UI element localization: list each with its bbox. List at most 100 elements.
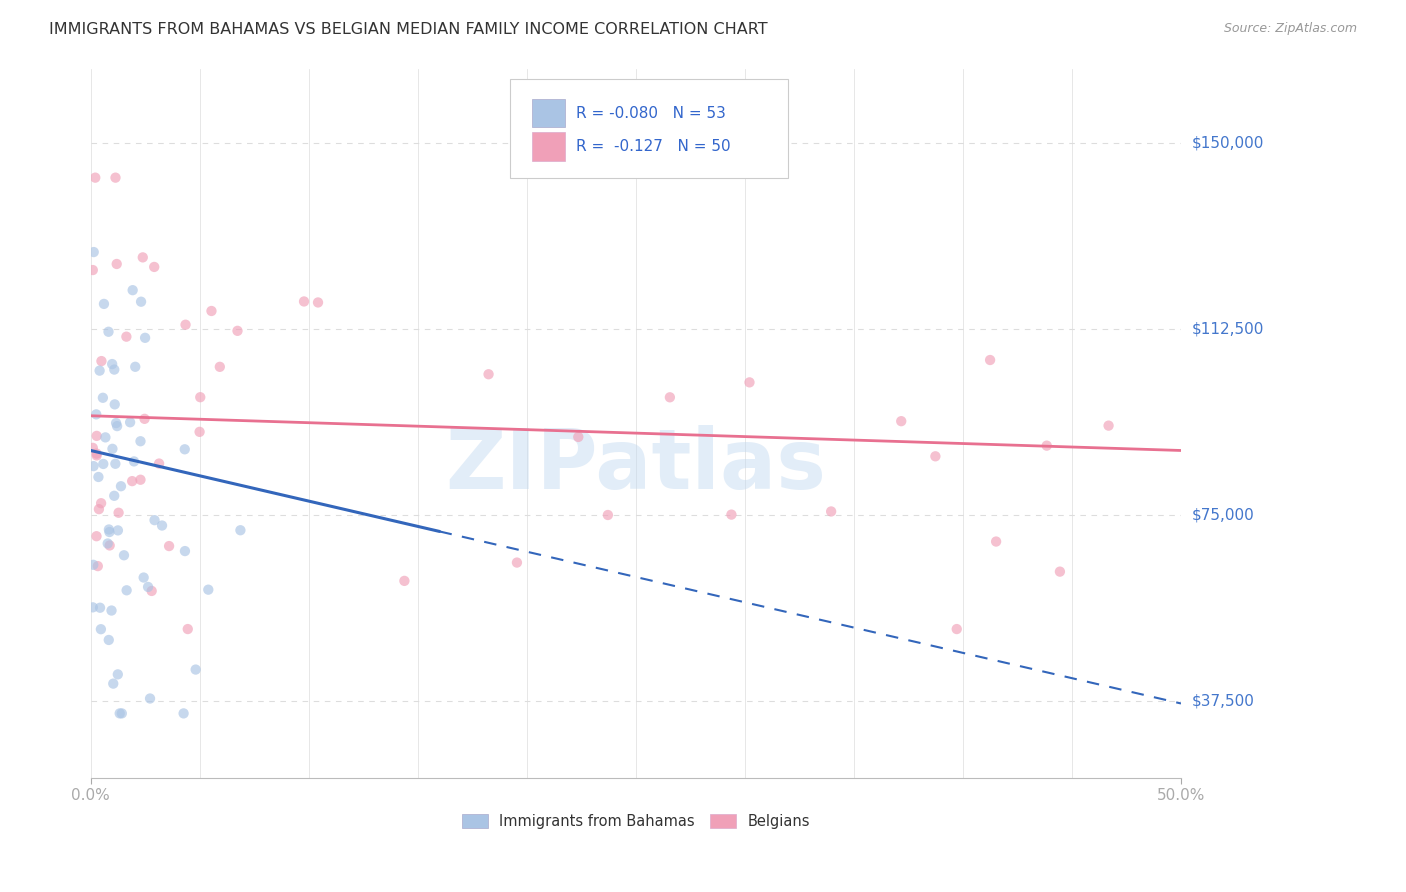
Point xyxy=(129,294,152,309)
Point xyxy=(1049,565,1071,579)
Point xyxy=(82,441,104,455)
Point xyxy=(86,429,108,443)
Point xyxy=(86,529,108,543)
Point xyxy=(89,364,111,378)
Point xyxy=(184,663,207,677)
Point xyxy=(226,324,249,338)
Point xyxy=(129,473,152,487)
Point xyxy=(90,496,112,510)
Point xyxy=(307,295,329,310)
Point xyxy=(100,603,122,617)
Point xyxy=(979,353,1001,368)
Text: $37,500: $37,500 xyxy=(1192,693,1256,708)
Point xyxy=(97,632,120,647)
Point xyxy=(924,450,946,464)
Point xyxy=(174,544,197,558)
Point xyxy=(87,470,110,484)
Point xyxy=(134,331,156,345)
Point xyxy=(103,676,125,690)
Point xyxy=(134,412,156,426)
Point xyxy=(129,434,152,449)
Point xyxy=(506,556,529,570)
Y-axis label: Median Family Income: Median Family Income xyxy=(0,345,7,500)
Point xyxy=(107,524,129,538)
Text: IMMIGRANTS FROM BAHAMAS VS BELGIAN MEDIAN FAMILY INCOME CORRELATION CHART: IMMIGRANTS FROM BAHAMAS VS BELGIAN MEDIA… xyxy=(49,22,768,37)
Point xyxy=(94,430,117,444)
Point xyxy=(229,523,252,537)
Point xyxy=(141,584,163,599)
Point xyxy=(197,582,219,597)
Point xyxy=(105,257,128,271)
Text: $112,500: $112,500 xyxy=(1192,321,1264,336)
Point xyxy=(136,580,159,594)
Text: $150,000: $150,000 xyxy=(1192,136,1264,151)
Point xyxy=(188,425,211,439)
Point xyxy=(720,508,742,522)
Legend: Immigrants from Bahamas, Belgians: Immigrants from Bahamas, Belgians xyxy=(456,808,815,834)
Point xyxy=(567,430,589,444)
Point xyxy=(1097,418,1119,433)
Point xyxy=(157,539,180,553)
Point xyxy=(143,513,166,527)
Point xyxy=(107,506,129,520)
Point xyxy=(87,502,110,516)
Point xyxy=(82,263,104,277)
Point xyxy=(121,283,143,297)
Point xyxy=(107,667,129,681)
FancyBboxPatch shape xyxy=(510,79,789,178)
Point xyxy=(84,408,107,422)
Point xyxy=(738,376,761,390)
Point xyxy=(173,442,195,457)
Point xyxy=(984,534,1007,549)
Point xyxy=(108,706,131,721)
Point xyxy=(124,359,146,374)
Point xyxy=(82,558,104,572)
Point xyxy=(122,454,145,468)
Point xyxy=(86,447,108,461)
FancyBboxPatch shape xyxy=(533,132,565,161)
Point xyxy=(84,170,107,185)
Text: R =  -0.127   N = 50: R = -0.127 N = 50 xyxy=(576,139,731,154)
Text: Source: ZipAtlas.com: Source: ZipAtlas.com xyxy=(1223,22,1357,36)
Point xyxy=(98,538,121,552)
Point xyxy=(87,559,110,574)
Point xyxy=(477,368,499,382)
FancyBboxPatch shape xyxy=(533,99,565,128)
Point xyxy=(1035,439,1057,453)
Point xyxy=(104,397,127,411)
Point xyxy=(101,357,124,371)
Point xyxy=(115,329,138,343)
Point xyxy=(105,419,128,434)
Point xyxy=(132,570,155,584)
Point xyxy=(110,479,132,493)
Point xyxy=(97,536,120,550)
Point xyxy=(173,706,195,721)
Point xyxy=(82,600,104,615)
Point xyxy=(89,600,111,615)
Point xyxy=(97,325,120,339)
Point xyxy=(83,459,105,474)
Point xyxy=(120,415,142,429)
Text: ZIPatlas: ZIPatlas xyxy=(446,425,827,507)
Point xyxy=(658,390,681,404)
Point xyxy=(174,318,197,332)
Point xyxy=(105,416,128,430)
Point xyxy=(103,489,125,503)
Point xyxy=(132,251,155,265)
Text: $75,000: $75,000 xyxy=(1192,508,1254,523)
Point xyxy=(97,523,120,537)
Point xyxy=(150,518,173,533)
Point xyxy=(394,574,416,588)
Point xyxy=(90,354,112,368)
Point xyxy=(890,414,912,428)
Point xyxy=(148,457,170,471)
Point xyxy=(292,294,315,309)
Point xyxy=(83,245,105,260)
Point xyxy=(104,457,127,471)
Point xyxy=(596,508,619,522)
Point xyxy=(86,449,108,463)
Point xyxy=(112,549,135,563)
Point xyxy=(945,622,967,636)
Point xyxy=(208,359,231,374)
Point xyxy=(115,583,138,598)
